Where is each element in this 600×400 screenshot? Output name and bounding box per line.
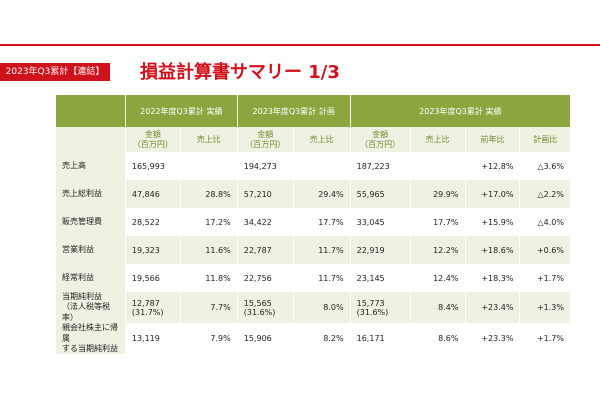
row-label: 営業利益 (55, 236, 126, 264)
row-label: 売上高 (55, 152, 126, 180)
cell: +1.7% (519, 323, 570, 355)
cell: △2.2% (519, 180, 570, 208)
cell (179, 152, 238, 180)
cell: 8.2% (292, 323, 351, 355)
cell: 8.4% (409, 292, 465, 324)
cell: 29.4% (292, 180, 351, 208)
corner (55, 127, 126, 152)
cell: 33,045 (349, 208, 411, 236)
cell (409, 152, 465, 180)
row-label: 販売管理費 (55, 208, 126, 236)
cell: 12.2% (409, 236, 465, 264)
cell: 17.7% (292, 208, 351, 236)
cell: 13,119 (124, 323, 181, 355)
sub-label: 金額 （百万円） (124, 127, 181, 152)
sub-label: 前年比 (464, 127, 520, 152)
corner (55, 95, 126, 127)
pl-table: 2022年度Q3累計 実績 2023年度Q3累計 計画 2023年度Q3累計 実績 … (55, 95, 570, 355)
cell: 15,773 (31.6%) (349, 292, 411, 324)
cell: 22,756 (236, 264, 294, 292)
row: 売上総利益 47,846 28.8% 57,210 29.4% 55,965 29.9% +1… (55, 180, 570, 208)
cell: 11.8% (179, 264, 238, 292)
cell: +1.3% (519, 292, 570, 324)
cell: 17.7% (409, 208, 465, 236)
cell: 55,965 (349, 180, 411, 208)
sub-label: 計画比 (519, 127, 570, 152)
cell: 11.7% (292, 264, 351, 292)
group-label: 2023年度Q3累計 計画 (236, 95, 351, 127)
sub-label: 金額 （百万円） (349, 127, 411, 152)
row: 営業利益 19,323 11.6% 22,787 11.7% 22,919 12.2% +18… (55, 236, 570, 264)
cell: +18.6% (464, 236, 520, 264)
cell: 28.8% (179, 180, 238, 208)
cell: +23.3% (464, 323, 520, 355)
cell: 165,993 (124, 152, 181, 180)
cell: 194,273 (236, 152, 294, 180)
cell: 12.4% (409, 264, 465, 292)
cell: +23.4% (464, 292, 520, 324)
cell: 28,522 (124, 208, 181, 236)
cell: +17.0% (464, 180, 520, 208)
cell: 12,787 (31.7%) (124, 292, 181, 324)
cell: 15,565 (31.6%) (236, 292, 294, 324)
cell (292, 152, 351, 180)
row: 販売管理費 28,522 17.2% 34,422 17.7% 33,045 17.7% +1… (55, 208, 570, 236)
row: 親会社株主に帰属 する当期純利益 13,119 7.9% 15,906 8.2% 16,1… (55, 323, 570, 355)
row: 当期純利益 （法人税等税率） 12,787 (31.7%) 7.7% 15,565 (… (55, 292, 570, 324)
sub-label: 売上比 (179, 127, 238, 152)
badge: 2023年Q3累計【連結】 (0, 63, 110, 81)
row-label: 売上総利益 (55, 180, 126, 208)
cell: 11.6% (179, 236, 238, 264)
row: 売上高 165,993 194,273 187,223 +12.8% △3.6% (55, 152, 570, 180)
cell: △3.6% (519, 152, 570, 180)
top-rule (0, 44, 600, 46)
row-label: 当期純利益 （法人税等税率） (55, 292, 126, 324)
cell: 15,906 (236, 323, 294, 355)
cell: +12.8% (464, 152, 520, 180)
row-label: 親会社株主に帰属 する当期純利益 (55, 323, 126, 355)
cell: 187,223 (349, 152, 411, 180)
cell: 19,323 (124, 236, 181, 264)
sub-header: 金額 （百万円） 売上比 金額 （百万円） 売上比 金額 （百万円） 売上比 前年比 計画比 (55, 127, 570, 152)
cell: 57,210 (236, 180, 294, 208)
cell: 11.7% (292, 236, 351, 264)
cell: 16,171 (349, 323, 411, 355)
row-label: 経常利益 (55, 264, 126, 292)
cell: 22,919 (349, 236, 411, 264)
cell: 22,787 (236, 236, 294, 264)
cell: +15.9% (464, 208, 520, 236)
cell: +0.6% (519, 236, 570, 264)
cell: 19,566 (124, 264, 181, 292)
group-label: 2023年度Q3累計 実績 (349, 95, 570, 127)
title: 損益計算書サマリー 1/3 (140, 62, 340, 83)
cell: 7.9% (179, 323, 238, 355)
group-header: 2022年度Q3累計 実績 2023年度Q3累計 計画 2023年度Q3累計 実績 (55, 95, 570, 127)
sub-label: 売上比 (409, 127, 465, 152)
cell: 47,846 (124, 180, 181, 208)
cell: 17.2% (179, 208, 238, 236)
cell: 7.7% (179, 292, 238, 324)
cell: 8.6% (409, 323, 465, 355)
group-label: 2022年度Q3累計 実績 (124, 95, 238, 127)
cell: +18.3% (464, 264, 520, 292)
sub-label: 金額 （百万円） (236, 127, 294, 152)
cell: 34,422 (236, 208, 294, 236)
cell: 23,145 (349, 264, 411, 292)
cell: 8.0% (292, 292, 351, 324)
sub-label: 売上比 (292, 127, 351, 152)
cell: 29.9% (409, 180, 465, 208)
row: 経常利益 19,566 11.8% 22,756 11.7% 23,145 12.4% +18… (55, 264, 570, 292)
cell: +1.7% (519, 264, 570, 292)
cell: △4.0% (519, 208, 570, 236)
